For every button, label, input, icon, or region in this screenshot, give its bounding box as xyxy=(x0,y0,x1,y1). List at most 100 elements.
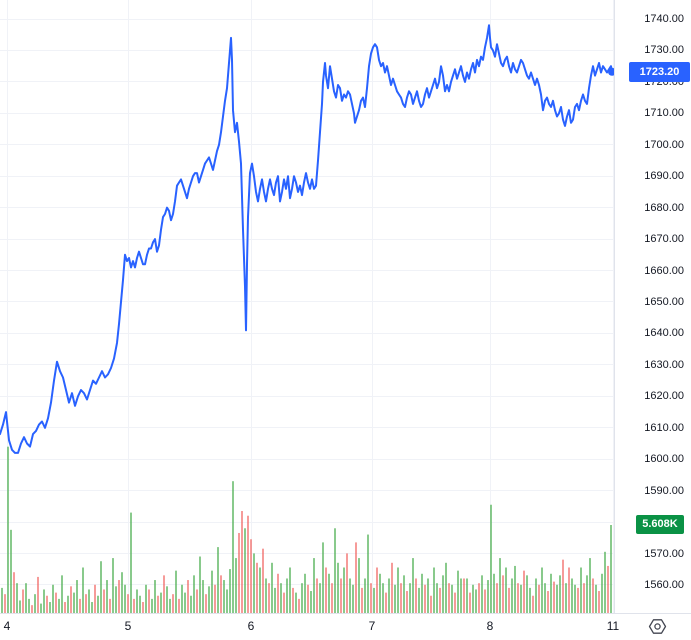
volume-bar-up xyxy=(19,600,21,613)
volume-bar-up xyxy=(229,569,231,613)
volume-bar-up xyxy=(121,572,123,613)
time-tick-label: 5 xyxy=(124,619,132,633)
volume-bar-up xyxy=(388,578,390,613)
price-tick-label: 1620.00 xyxy=(644,390,684,403)
last-price-dot xyxy=(608,67,614,76)
price-tick-label: 1650.00 xyxy=(644,295,684,308)
volume-bar-up xyxy=(466,578,468,613)
volume-bar-up xyxy=(160,592,162,613)
volume-bar-up xyxy=(97,595,99,613)
volume-bar-down xyxy=(277,573,279,613)
volume-bar-up xyxy=(124,584,126,613)
volume-bar-up xyxy=(499,558,501,613)
price-tick-label: 1600.00 xyxy=(644,453,684,466)
volume-bar-down xyxy=(478,583,480,613)
volume-bar-up xyxy=(319,583,321,613)
time-axis[interactable]: 4 5 6 7 8 11 xyxy=(0,614,691,640)
volume-bar-up xyxy=(472,584,474,613)
volume-bar-up xyxy=(166,586,168,613)
price-axis[interactable]: 1723.20 5.608K 1740.00 1730.00 1720.00 1710… xyxy=(615,0,691,613)
price-tick-label: 1570.00 xyxy=(644,547,684,560)
price-volume-plot[interactable] xyxy=(0,0,614,613)
volume-bar-up xyxy=(334,528,336,613)
volume-bar-up xyxy=(91,602,93,613)
volume-bar-up xyxy=(223,580,225,613)
volume-bar-up xyxy=(451,584,453,613)
price-tick-label: 1730.00 xyxy=(644,44,684,57)
volume-bar-up xyxy=(475,589,477,613)
volume-bar-up xyxy=(73,592,75,613)
price-tick-label: 1700.00 xyxy=(644,138,684,151)
time-axis-separator xyxy=(0,613,691,614)
volume-bar-up xyxy=(397,567,399,613)
volume-bar-up xyxy=(379,573,381,613)
volume-bar-down xyxy=(607,565,609,613)
volume-bar-up xyxy=(511,578,513,613)
volume-bar-down xyxy=(307,584,309,613)
volume-bar-up xyxy=(184,592,186,613)
volume-bar-up xyxy=(253,553,255,613)
volume-bar-up xyxy=(460,578,462,613)
axis-settings-icon[interactable] xyxy=(647,616,668,637)
volume-bar-up xyxy=(490,504,492,613)
volume-bar-up xyxy=(199,556,201,613)
volume-bar-up xyxy=(16,583,18,613)
price-tick-label: 1630.00 xyxy=(644,358,684,371)
volume-bar-up xyxy=(40,603,42,613)
time-tick-label: 4 xyxy=(3,619,11,633)
volume-bar-up xyxy=(409,583,411,613)
volume-bar-up xyxy=(541,567,543,613)
volume-bar-up xyxy=(115,586,117,613)
volume-bar-up xyxy=(61,575,63,613)
volume-bar-up xyxy=(556,584,558,613)
volume-bar-down xyxy=(454,592,456,613)
volume-bar-down xyxy=(553,581,555,613)
volume-bar-down xyxy=(325,567,327,613)
volume-bar-up xyxy=(217,547,219,613)
volume-bar-up xyxy=(289,567,291,613)
volume-bar-down xyxy=(439,587,441,613)
volume-bar-down xyxy=(469,592,471,613)
volume-bar-down xyxy=(598,591,600,613)
volume-bar-down xyxy=(424,584,426,613)
volume-bar-down xyxy=(496,583,498,613)
volume-bar-up xyxy=(88,589,90,613)
volume-bar-down xyxy=(484,589,486,613)
volume-bar-up xyxy=(457,570,459,613)
volume-bar-down xyxy=(406,591,408,613)
volume-bar-up xyxy=(244,528,246,613)
volume-bar-down xyxy=(220,575,222,613)
volume-bar-down xyxy=(355,542,357,613)
volume-bar-up xyxy=(130,512,132,613)
volume-bar-up xyxy=(100,561,102,613)
volume-bar-up xyxy=(352,584,354,613)
volume-bar-up xyxy=(313,558,315,613)
volume-bar-up xyxy=(151,598,153,613)
price-axis-separator xyxy=(614,0,615,613)
volume-bar-down xyxy=(262,548,264,613)
settings-hexagon xyxy=(648,619,667,634)
volume-bar-up xyxy=(193,575,195,613)
volume-bar-up xyxy=(412,558,414,613)
volume-bar-up xyxy=(343,567,345,613)
time-tick-label: 7 xyxy=(368,619,376,633)
volume-bar-up xyxy=(418,587,420,613)
volume-bar-down xyxy=(268,583,270,613)
volume-bar-up xyxy=(589,558,591,613)
volume-bar-down xyxy=(370,583,372,613)
volume-bar-up xyxy=(571,578,573,613)
volume-bar-up xyxy=(328,573,330,613)
volume-bar-down xyxy=(103,589,105,613)
volume-bar-down xyxy=(448,583,450,613)
volume-bar-up xyxy=(301,583,303,613)
volume-bar-down xyxy=(85,594,87,613)
volume-bar-up xyxy=(514,565,516,613)
volume-bar-up xyxy=(265,578,267,613)
volume-bar-down xyxy=(316,578,318,613)
volume-bar-up xyxy=(535,578,537,613)
volume-bar-up xyxy=(190,595,192,613)
volume-bar-up xyxy=(382,583,384,613)
volume-bar-up xyxy=(544,583,546,613)
volume-bar-down xyxy=(118,580,120,613)
